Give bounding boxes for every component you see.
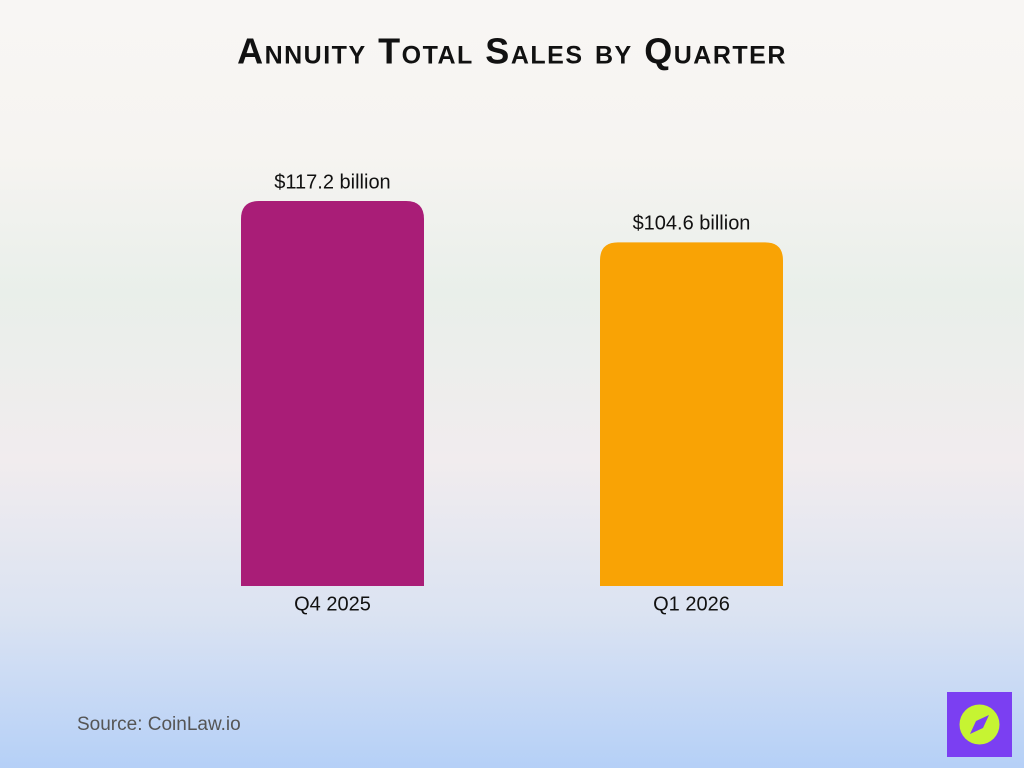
logo (947, 692, 1012, 757)
x-tick-label: Q4 2025 (294, 593, 371, 615)
chart-title: Annuity Total Sales by Quarter (237, 31, 787, 72)
source: Source: CoinLaw.io (77, 714, 241, 735)
bar (241, 201, 424, 586)
value-label: $104.6 billion (633, 213, 751, 235)
value-label: $117.2 billion (274, 171, 390, 193)
x-tick-label: Q1 2026 (653, 593, 730, 615)
bar (600, 242, 783, 586)
